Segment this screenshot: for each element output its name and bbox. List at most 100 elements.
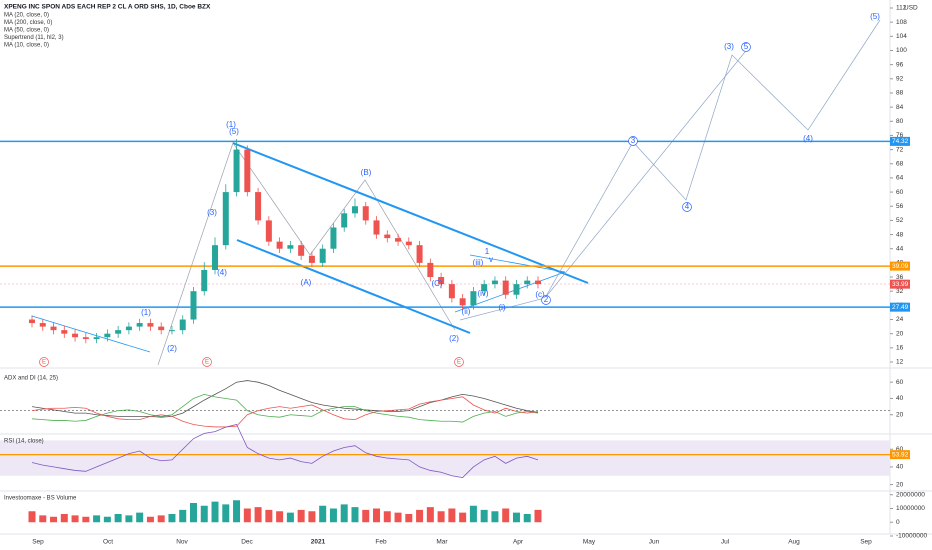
volume-bar <box>39 515 47 523</box>
volume-bar <box>340 504 348 523</box>
y-tick-label: 40 <box>896 395 904 402</box>
wave-label: v <box>489 255 493 264</box>
wave-label: (i) <box>498 303 505 312</box>
candle-body <box>502 280 509 295</box>
volume-bar <box>222 504 230 523</box>
price-label-box <box>890 302 910 312</box>
wave-label: (c) <box>535 290 545 299</box>
channel-bottom <box>236 239 471 334</box>
rsi-line <box>31 424 539 478</box>
wave-circle <box>682 202 692 212</box>
volume-bar <box>103 516 111 523</box>
candle-body <box>212 245 219 270</box>
x-tick-label: Jul <box>721 539 730 546</box>
y-tick-label: 100 <box>896 47 907 54</box>
candle-body <box>104 333 111 338</box>
volume-bar <box>459 512 467 523</box>
volume-bar <box>416 509 424 523</box>
indicator-label: MA (20, close, 0) <box>4 13 49 19</box>
channel-top <box>232 142 589 284</box>
y-tick-label: 60 <box>896 189 904 196</box>
price-label-box <box>890 261 910 271</box>
earnings-label: E <box>457 360 461 366</box>
candle-body <box>50 326 57 331</box>
adx-line <box>31 396 539 428</box>
wave-label: (A) <box>301 278 312 287</box>
y-tick-label: 84 <box>896 104 904 111</box>
pane-label: RSI (14, close) <box>4 439 44 445</box>
volume-bar <box>114 514 122 523</box>
y-tick-label: 60 <box>896 446 904 453</box>
y-tick-label: 20000000 <box>896 491 925 498</box>
x-tick-label: Aug <box>788 539 800 546</box>
rsi-band <box>0 440 890 476</box>
volume-bar <box>383 511 391 523</box>
volume-bar <box>373 508 381 523</box>
candle-body <box>276 241 283 249</box>
wave-label: 4 <box>685 202 690 211</box>
candle-body <box>438 277 445 285</box>
pane-separators <box>0 0 932 535</box>
x-tick-label: Jun <box>649 539 660 546</box>
candle-body <box>362 206 369 221</box>
volume-bar <box>265 509 273 523</box>
candle-body <box>373 220 380 235</box>
pane-label: Investoomaxe - BS Volume <box>4 496 77 502</box>
price-label-box <box>890 136 910 146</box>
x-tick-label: Feb <box>375 539 387 546</box>
volume-bar <box>254 507 262 523</box>
volume-bar <box>243 508 251 523</box>
title: XPENG INC SPON ADS EACH REP 2 CL A ORD S… <box>4 4 211 11</box>
wave-label: 2 <box>544 295 549 304</box>
volume-bar <box>297 509 305 523</box>
candle-body <box>481 284 488 292</box>
volume-bar <box>168 514 176 523</box>
candle-body <box>448 284 455 299</box>
candle-body <box>513 284 520 295</box>
candle-body <box>168 330 175 332</box>
trendline <box>31 315 151 353</box>
indicator-label: Supertrend (11, hl2, 3) <box>4 35 64 41</box>
candle-body <box>72 333 79 338</box>
candle-body <box>384 234 391 239</box>
y-tick-label: 108 <box>896 19 907 26</box>
wave-label: (2) <box>167 344 177 353</box>
volume-bar <box>179 509 187 523</box>
candle-body <box>61 330 68 334</box>
y-tick-label: 112 <box>896 5 907 12</box>
wave-label: (iv) <box>477 289 488 298</box>
wave-label: (2) <box>449 334 459 343</box>
y-tick-label: 56 <box>896 203 904 210</box>
earnings-label: E <box>205 360 209 366</box>
candle-body <box>351 206 358 214</box>
wave-label: (5) <box>229 127 239 136</box>
candle-body <box>190 291 197 320</box>
candle-body <box>255 192 262 221</box>
x-tick-label: Oct <box>103 539 113 546</box>
adx-line <box>31 380 539 418</box>
y-tick-label: 76 <box>896 132 904 139</box>
candle-body <box>136 323 143 327</box>
candle-body <box>82 337 89 339</box>
y-tick-label: 64 <box>896 175 904 182</box>
candle-body <box>158 326 165 331</box>
volume-bar <box>82 516 90 523</box>
candle-body <box>308 255 315 263</box>
price-label-box <box>890 450 910 460</box>
volume-bar <box>491 511 499 523</box>
volume-bar <box>200 505 208 523</box>
y-tick-label: 72 <box>896 146 904 153</box>
triangle <box>469 254 566 273</box>
volume-bar <box>534 509 542 523</box>
price-label-box <box>890 279 910 289</box>
candle-body <box>179 319 186 331</box>
candle-body <box>459 298 466 306</box>
y-tick-label: 16 <box>896 345 904 352</box>
wave-label: (C) <box>431 279 442 288</box>
volume-bar <box>319 505 327 523</box>
candle-body <box>405 241 412 246</box>
candle-body <box>287 245 294 249</box>
volume-bar <box>157 515 165 523</box>
y-tick-label: 24 <box>896 316 904 323</box>
